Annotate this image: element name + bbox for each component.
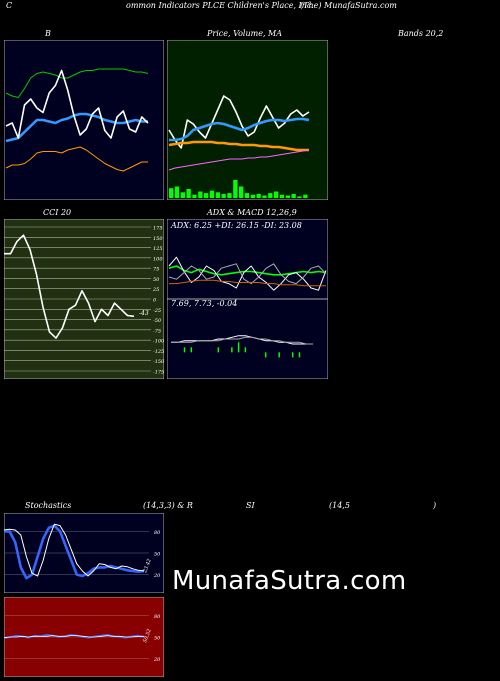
volume-bar	[285, 195, 290, 198]
header-right: (The) MunafaSutra.com	[300, 1, 397, 10]
panel-background	[166, 218, 329, 300]
macd-readout: 7.69, 7.73, -0.04	[171, 299, 238, 308]
macd-line-MACD	[171, 335, 313, 345]
rsi-title: SI	[246, 501, 255, 510]
cci-line	[4, 234, 135, 339]
cci-tick-label: 150	[153, 236, 163, 242]
bb-line-middle	[5, 112, 148, 143]
volume-bar	[174, 186, 180, 198]
header-middle: ommon Indicators PLCE Children's Place, …	[126, 1, 314, 10]
volume-bar	[279, 194, 285, 198]
cci-tick-label: -100	[153, 339, 164, 345]
rsi-tick-label: 80	[154, 614, 161, 620]
cci-tick-label: -50	[153, 318, 162, 324]
volume-bar	[297, 196, 302, 198]
rsi-panel: 80 50 20 50.52	[3, 596, 165, 678]
volume-bar	[268, 193, 273, 198]
volume-bar	[215, 192, 220, 198]
cci-last-label: -43	[139, 310, 149, 317]
stochastics-panel: 80 50 20 23.42	[3, 512, 165, 594]
macd-line-Signal	[171, 336, 313, 345]
bb-line-lower	[5, 146, 148, 172]
volume-bar	[169, 188, 174, 198]
rsi-params-close: )	[433, 501, 437, 510]
cci-tick-label: -175	[153, 370, 164, 376]
stoch-tick-label: 80	[154, 530, 161, 536]
volume-bar	[186, 189, 191, 198]
rsi-tick-label: 50	[154, 636, 161, 642]
rsi-params: (14,5	[329, 501, 350, 510]
volume-bar	[262, 195, 267, 198]
adx-line-DI	[168, 256, 327, 291]
cci-tick-label: 100	[153, 256, 163, 262]
volume-bar	[233, 180, 238, 198]
volume-bar	[250, 194, 255, 198]
watermark: MunafaSutra.com	[172, 566, 407, 596]
cci-title: CCI 20	[43, 208, 72, 217]
bollinger-panel	[3, 39, 165, 201]
cci-tick-label: 75	[153, 267, 159, 273]
stoch-line-K	[4, 524, 145, 580]
rsi-chart: 80 50 20 50.52	[3, 596, 165, 678]
cci-panel: 175 150 125 100 75 50 25 0 -25 -50 -75 -100 -125 -150…	[3, 218, 165, 380]
bollinger-chart	[3, 39, 165, 201]
cci-tick-label: 125	[153, 246, 163, 252]
cci-tick-label: 175	[153, 226, 163, 232]
stoch-last-label: 23.42	[142, 558, 153, 574]
volume-bar	[180, 192, 185, 198]
header-left: C	[6, 1, 13, 10]
price-volume-title: Price, Volume, MA	[207, 29, 283, 38]
adx-macd-title: ADX & MACD 12,26,9	[207, 208, 297, 217]
cci-tick-label: 25	[152, 287, 159, 293]
cci-tick-label: -150	[153, 359, 164, 365]
bands-title: Bands 20,2	[398, 29, 444, 38]
adx-line-DI	[168, 263, 327, 285]
price-volume-chart	[166, 39, 329, 201]
volume-bar	[256, 193, 261, 198]
volume-bar	[192, 194, 197, 198]
stoch-tick-label: 50	[154, 552, 161, 558]
rsi-tick-label: 20	[153, 657, 161, 663]
cci-tick-label: -125	[153, 349, 164, 355]
volume-bar	[204, 193, 209, 198]
volume-bar	[291, 193, 296, 198]
pv-line-ma_long	[168, 149, 310, 171]
volume-bar	[274, 191, 279, 198]
macd-chart	[166, 298, 329, 380]
volume-bar	[209, 190, 215, 198]
pv-line-ma_short	[169, 117, 310, 142]
volume-bar	[198, 191, 203, 198]
stoch-title: Stochastics	[25, 501, 72, 510]
volume-bar	[303, 194, 308, 198]
stoch-params: (14,3,3) & R	[143, 501, 193, 510]
rsi-last-label: 50.52	[142, 628, 153, 644]
adx-line-ADX	[168, 265, 327, 276]
bb-line-upper	[5, 68, 149, 98]
stoch-tick-label: 20	[153, 573, 161, 579]
bb-title: B	[45, 29, 51, 38]
stoch-line-D	[3, 523, 145, 577]
cci-chart: 175 150 125 100 75 50 25 0 -25 -50 -75 -100 -125 -150…	[3, 218, 165, 380]
adx-line-ADXtrend	[169, 279, 326, 287]
cci-tick-label: 0	[153, 298, 157, 304]
price-volume-panel	[166, 39, 329, 201]
cci-tick-label: 50	[153, 277, 160, 283]
macd-panel: 7.69, 7.73, -0.04	[166, 298, 329, 380]
volume-bar	[227, 193, 232, 198]
adx-panel: ADX: 6.25 +DI: 26.15 -DI: 23.08	[166, 218, 329, 300]
volume-bar	[244, 193, 250, 198]
bb-line-price	[5, 69, 149, 139]
volume-bar	[221, 193, 226, 198]
volume-bar	[239, 186, 244, 198]
adx-chart	[166, 218, 329, 300]
cci-tick-label: -25	[153, 308, 161, 314]
pv-line-ma_mid	[168, 140, 309, 152]
rsi-line-RSIMA	[3, 635, 144, 639]
panel-background	[166, 298, 329, 380]
cci-tick-label: -75	[153, 328, 161, 334]
adx-readout: ADX: 6.25 +DI: 26.15 -DI: 23.08	[171, 221, 302, 230]
